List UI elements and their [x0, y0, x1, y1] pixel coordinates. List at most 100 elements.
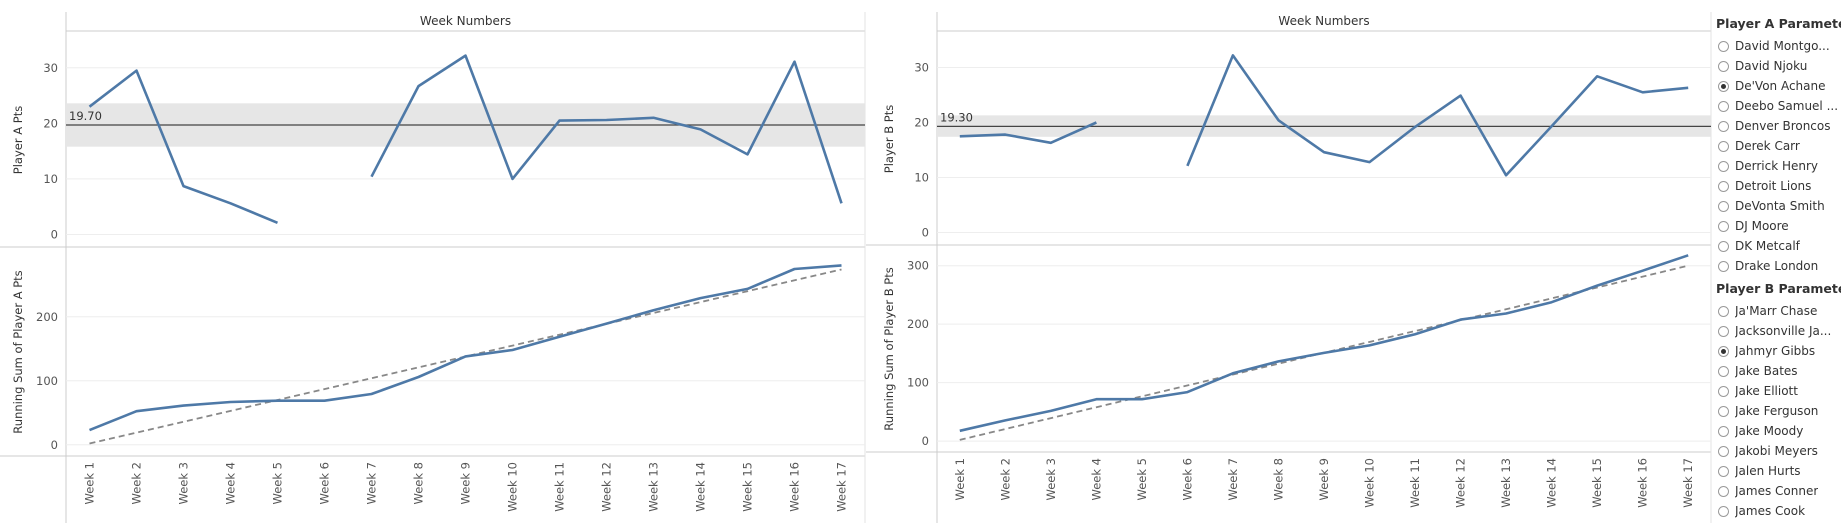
data-point [323, 399, 327, 403]
player-a-option[interactable]: David Montgo... [1712, 36, 1841, 56]
radio-button[interactable] [1718, 325, 1729, 337]
radio-button[interactable] [1718, 425, 1729, 437]
player-a-option-label: De'Von Achane [1735, 79, 1826, 93]
data-point [558, 335, 562, 339]
player-a-option[interactable]: DeVonta Smith [1712, 196, 1841, 216]
radio-button[interactable] [1718, 445, 1729, 457]
radio-button[interactable] [1718, 60, 1729, 72]
data-point [605, 322, 609, 326]
player-b-option-label: Jake Bates [1735, 364, 1798, 378]
x-tick-label: Week 8 [1271, 458, 1285, 500]
player-b-option-label: Jakobi Meyers [1735, 444, 1818, 458]
x-tick-label: Week 4 [224, 462, 238, 504]
player-b-option[interactable]: Jacksonville Ja... [1712, 321, 1841, 341]
data-point [1459, 94, 1463, 98]
player-b-option[interactable]: Jake Elliott [1712, 381, 1841, 401]
data-point [699, 127, 703, 131]
y-tick-label: 0 [51, 227, 58, 241]
player-a-option[interactable]: Denver Broncos [1712, 116, 1841, 136]
player-b-option[interactable]: Ja'Marr Chase [1712, 301, 1841, 321]
player-b-option[interactable]: James Conner [1712, 481, 1841, 501]
player-a-option[interactable]: De'Von Achane [1712, 76, 1841, 96]
data-point [1094, 121, 1098, 125]
data-point [840, 263, 844, 267]
radio-button[interactable] [1718, 220, 1729, 232]
data-point [1595, 74, 1599, 78]
radio-button[interactable] [1718, 260, 1729, 272]
radio-button[interactable] [1718, 100, 1729, 112]
player-a-option[interactable]: Deebo Samuel ... [1712, 96, 1841, 116]
player-a-option[interactable]: Detroit Lions [1712, 176, 1841, 196]
player-a-options[interactable]: David Montgo... David Njoku De'Von Achane D… [1712, 36, 1841, 272]
radio-button[interactable] [1718, 365, 1729, 377]
player-a-option[interactable]: Derek Carr [1712, 136, 1841, 156]
x-tick-label: Week 11 [1408, 458, 1422, 508]
player-b-option[interactable]: Jakobi Meyers [1712, 441, 1841, 461]
radio-button[interactable] [1718, 505, 1729, 517]
y-tick-label: 30 [43, 61, 58, 75]
data-point [1368, 160, 1372, 164]
player-b-option[interactable]: Jahmyr Gibbs [1712, 341, 1841, 361]
player-a-option[interactable]: Derrick Henry [1712, 156, 1841, 176]
radio-button[interactable] [1718, 160, 1729, 172]
data-point [652, 116, 656, 120]
data-point [746, 152, 750, 156]
x-tick-label: Week 10 [1363, 458, 1377, 508]
radio-button[interactable] [1718, 140, 1729, 152]
player-b-option[interactable]: Jake Ferguson [1712, 401, 1841, 421]
series-line [88, 69, 278, 225]
radio-button[interactable] [1718, 240, 1729, 252]
radio-button[interactable] [1718, 485, 1729, 497]
player-a-option-label: Detroit Lions [1735, 179, 1812, 193]
data-point [135, 409, 139, 413]
data-point [135, 69, 139, 73]
y-axis-label: Player B Pts [882, 105, 896, 173]
data-point [1686, 86, 1690, 90]
player-a-option[interactable]: Drake London [1712, 256, 1841, 272]
player-b-option-label: Jahmyr Gibbs [1735, 344, 1816, 358]
radio-button[interactable] [1718, 385, 1729, 397]
player-a-option-label: David Montgo... [1735, 39, 1830, 53]
player-a-option[interactable]: DK Metcalf [1712, 236, 1841, 256]
x-tick-label: Week 9 [1317, 458, 1331, 500]
chart-header: Week Numbers [420, 14, 511, 28]
x-tick-label: Week 14 [1545, 458, 1559, 508]
radio-button[interactable] [1718, 405, 1729, 417]
radio-button[interactable] [1718, 305, 1729, 317]
data-point [511, 177, 515, 181]
reference-label: 19.70 [69, 109, 102, 123]
y-tick-label: 0 [922, 226, 929, 240]
player-a-option[interactable]: David Njoku [1712, 56, 1841, 76]
player-b-option[interactable]: Jake Bates [1712, 361, 1841, 381]
x-tick-label: Week 3 [1044, 458, 1058, 500]
player-b-options[interactable]: Ja'Marr Chase Jacksonville Ja... Jahmyr Gi… [1712, 301, 1841, 531]
data-point [746, 287, 750, 291]
player-b-option-label: Jake Moody [1735, 424, 1804, 438]
player-b-option[interactable]: Jake Moody [1712, 421, 1841, 441]
radio-button[interactable] [1718, 120, 1729, 132]
data-point [1641, 269, 1645, 273]
radio-button[interactable] [1718, 465, 1729, 477]
data-point [88, 428, 92, 432]
player-a-option[interactable]: DJ Moore [1712, 216, 1841, 236]
data-point [182, 184, 186, 188]
x-tick-label: Week 12 [1454, 458, 1468, 508]
data-point [182, 404, 186, 408]
radio-button[interactable] [1718, 40, 1729, 52]
radio-button[interactable] [1718, 180, 1729, 192]
player-a-parameter-title: Player A Parameter [1716, 16, 1841, 31]
player-b-option[interactable]: Jalen Hurts [1712, 461, 1841, 481]
x-tick-label: Week 2 [130, 462, 144, 504]
player-b-parameter: Player B Parameter Ja'Marr Chase Jacksonv… [1712, 277, 1841, 531]
x-tick-label: Week 4 [1089, 458, 1103, 500]
y-tick-label: 20 [914, 116, 929, 130]
radio-button[interactable] [1718, 345, 1729, 357]
radio-button[interactable] [1718, 200, 1729, 212]
player-b-option[interactable]: James Cook [1712, 501, 1841, 521]
series-line [959, 121, 1097, 145]
player-a-option-label: DK Metcalf [1735, 239, 1800, 253]
radio-button[interactable] [1718, 80, 1729, 92]
data-point [1686, 253, 1690, 257]
data-point [88, 105, 92, 109]
x-tick-label: Week 7 [365, 462, 379, 504]
